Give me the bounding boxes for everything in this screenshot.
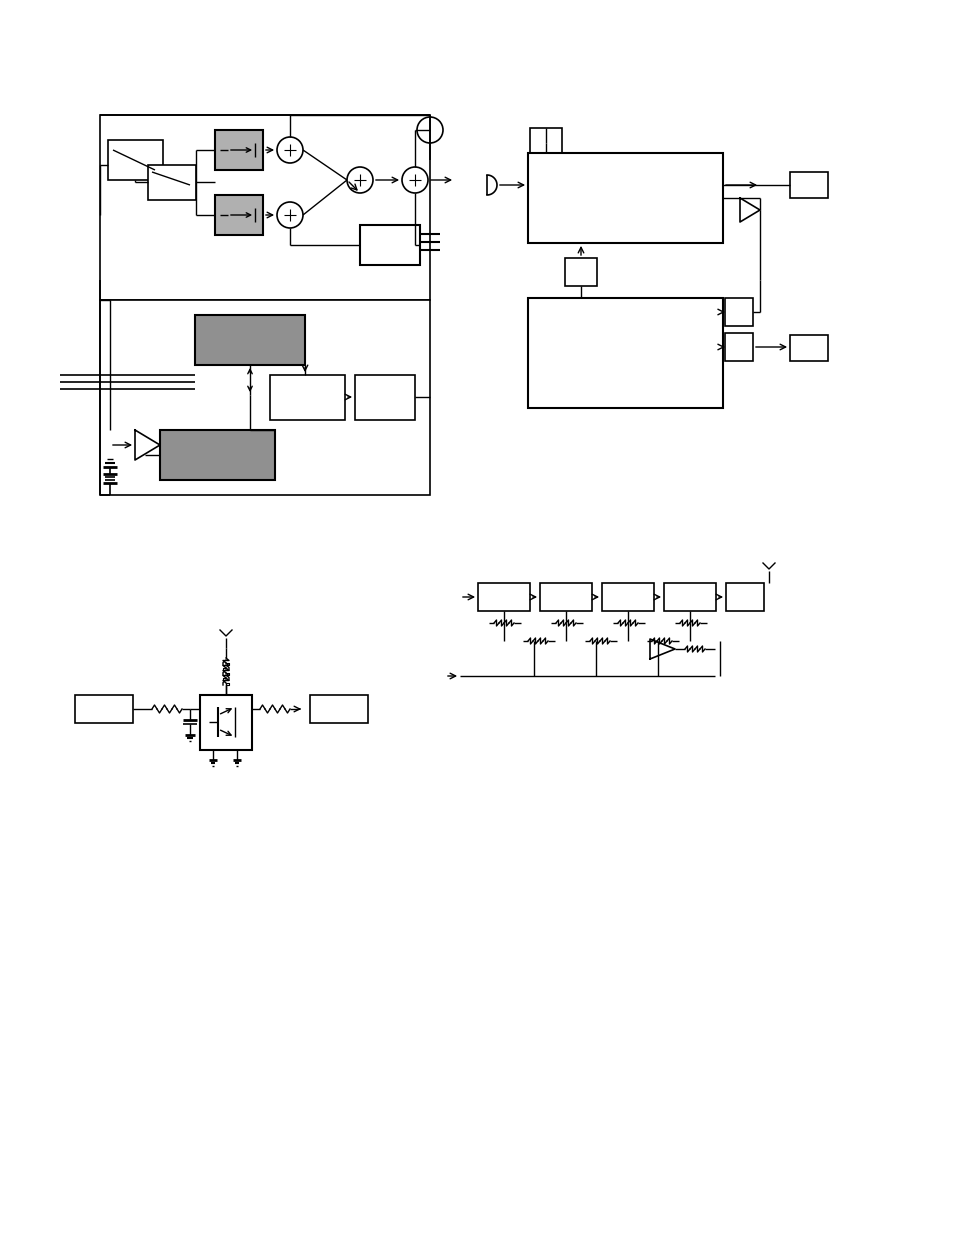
Bar [214,130,263,170]
Bar [108,140,163,180]
Bar [100,115,430,300]
Bar [355,375,415,420]
Bar [789,335,827,361]
Bar [160,430,274,480]
Bar [75,695,132,722]
Bar [601,583,654,611]
Bar [724,333,752,361]
Bar [564,258,597,287]
Bar [724,298,752,326]
Bar [527,153,722,243]
Bar [789,172,827,198]
Bar [194,315,305,366]
Circle shape [401,167,428,193]
Bar [530,128,561,153]
Bar [200,695,252,750]
Bar [725,583,763,611]
Bar [100,300,430,495]
Bar [539,583,592,611]
Circle shape [276,137,303,163]
Bar [310,695,368,722]
Circle shape [347,167,373,193]
Circle shape [416,117,442,143]
Bar [270,375,345,420]
Circle shape [276,203,303,228]
Bar [527,298,722,408]
Bar [148,165,195,200]
Bar [359,225,419,266]
Bar [477,583,530,611]
Bar [214,195,263,235]
Bar [663,583,716,611]
